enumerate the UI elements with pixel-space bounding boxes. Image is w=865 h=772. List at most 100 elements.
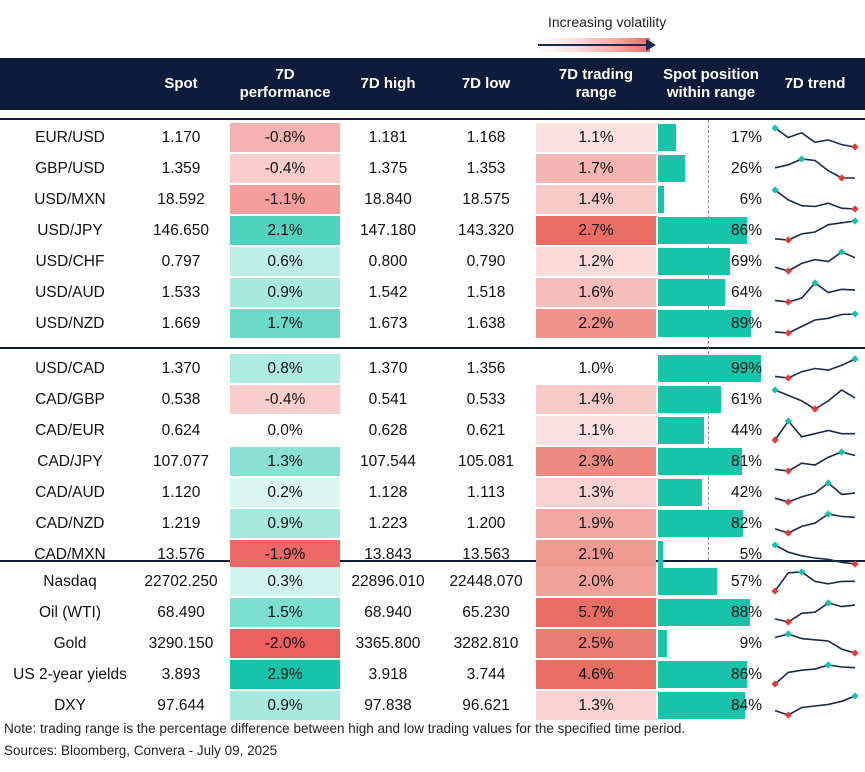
row-name: USD/CHF	[35, 252, 105, 270]
position-label: 42%	[730, 483, 762, 501]
row-name: CAD/EUR	[35, 421, 105, 439]
position-cell: 86%	[658, 216, 766, 245]
table-row: CAD/EUR 0.624 0.0% 0.628 0.621 1.1% 44%	[0, 415, 865, 446]
row-name: DXY	[54, 696, 86, 714]
range-value: 1.3%	[536, 478, 656, 507]
low-value: 143.320	[457, 221, 515, 239]
table-row: USD/CHF 0.797 0.6% 0.800 0.790 1.2% 69%	[0, 246, 865, 277]
spot-value: 0.797	[161, 252, 201, 270]
trend-sparkline	[772, 386, 856, 413]
trend-line	[774, 419, 855, 441]
perf-value: 0.9%	[230, 691, 340, 720]
range-value: 2.3%	[536, 447, 656, 476]
perf-value: 2.1%	[230, 216, 340, 245]
table-row: USD/CAD 1.370 0.8% 1.370 1.356 1.0% 99%	[0, 353, 865, 384]
trend-sparkline	[774, 310, 859, 337]
position-bar	[658, 355, 761, 382]
position-cell: 84%	[658, 691, 766, 720]
trend-high-marker	[851, 355, 859, 363]
range-value: 5.7%	[536, 598, 656, 627]
high-value: 1.128	[368, 483, 408, 501]
spot-value: 146.650	[152, 221, 210, 239]
position-bar	[658, 155, 686, 182]
position-label: 82%	[730, 514, 762, 532]
position-label: 99%	[730, 359, 762, 377]
row-name: CAD/NZD	[35, 514, 105, 532]
range-value: 2.1%	[536, 540, 656, 569]
position-cell: 88%	[658, 598, 766, 627]
trend-line	[774, 158, 855, 179]
high-value: 1.370	[368, 359, 408, 377]
low-value: 65.230	[462, 603, 510, 621]
trend-sparkline	[774, 155, 855, 182]
position-label: 81%	[730, 452, 762, 470]
position-label: 89%	[730, 314, 762, 332]
range-value: 1.3%	[536, 691, 656, 720]
group-separator	[0, 347, 865, 349]
row-name: CAD/AUD	[35, 483, 105, 501]
position-bar	[658, 568, 718, 595]
position-cell: 44%	[658, 416, 766, 445]
table-row: EUR/USD 1.170 -0.8% 1.181 1.168 1.1% 17%	[0, 122, 865, 153]
position-cell: 69%	[658, 247, 766, 276]
position-label: 26%	[730, 159, 762, 177]
position-cell: 26%	[658, 154, 766, 183]
perf-value: 0.6%	[230, 247, 340, 276]
trend-sparkline	[772, 568, 856, 595]
spot-value: 68.490	[157, 603, 205, 621]
row-name: Oil (WTI)	[39, 603, 101, 621]
position-label: 84%	[730, 696, 762, 714]
position-label: 6%	[739, 190, 762, 208]
table-row: Nasdaq 22702.250 0.3% 22896.010 22448.070 2.0…	[0, 566, 865, 597]
arrow-right-icon	[646, 39, 656, 51]
high-value: 0.628	[368, 421, 408, 439]
table-row: USD/NZD 1.669 1.7% 1.673 1.638 2.2% 89%	[0, 308, 865, 339]
trend-line	[774, 451, 856, 472]
position-cell: 64%	[658, 278, 766, 307]
spot-value: 0.624	[161, 421, 201, 439]
trend-low-marker	[851, 143, 859, 151]
trend-line	[774, 571, 856, 592]
position-bar	[658, 510, 744, 537]
table-row: CAD/MXN 13.576 -1.9% 13.843 13.563 2.1% 5%	[0, 539, 865, 570]
header-7d-high: 7D high	[360, 75, 416, 92]
row-name: CAD/JPY	[37, 452, 103, 470]
low-value: 105.081	[457, 452, 515, 470]
trend-line	[774, 481, 856, 503]
trend-sparkline	[774, 599, 856, 626]
trend-high-marker	[772, 541, 779, 549]
position-cell: 61%	[658, 385, 766, 414]
trend-sparkline	[772, 186, 859, 213]
range-value: 2.7%	[536, 216, 656, 245]
trend-sparkline	[774, 248, 856, 275]
trend-high-marker	[838, 448, 846, 456]
row-name: US 2-year yields	[13, 665, 127, 683]
table-row: CAD/JPY 107.077 1.3% 107.544 105.081 2.3% 81%	[0, 446, 865, 477]
trend-sparkline	[772, 541, 859, 568]
table-header: Spot 7D performance 7D high 7D low 7D tr…	[0, 58, 865, 110]
range-value: 1.7%	[536, 154, 656, 183]
position-cell: 82%	[658, 509, 766, 538]
position-label: 44%	[730, 421, 762, 439]
low-value: 18.575	[462, 190, 510, 208]
row-name: USD/MXN	[34, 190, 106, 208]
position-bar	[658, 186, 665, 213]
position-cell: 86%	[658, 660, 766, 689]
trend-low-marker	[851, 205, 859, 213]
high-value: 107.544	[359, 452, 417, 470]
spot-value: 13.576	[157, 545, 205, 563]
low-value: 1.638	[466, 314, 506, 332]
trend-low-marker	[784, 298, 792, 306]
high-value: 22896.010	[351, 572, 425, 590]
group-separator	[0, 560, 865, 562]
spot-value: 0.538	[161, 390, 201, 408]
trend-low-marker	[784, 467, 792, 475]
low-value: 3282.810	[453, 634, 519, 652]
header-7d-low: 7D low	[461, 75, 511, 92]
spot-value: 3290.150	[148, 634, 214, 652]
sources-note: Sources: Bloomberg, Convera - July 09, 2…	[4, 743, 278, 758]
range-value: 4.6%	[536, 660, 656, 689]
table-row: GBP/USD 1.359 -0.4% 1.375 1.353 1.7% 26%	[0, 153, 865, 184]
trend-sparkline	[774, 630, 859, 657]
